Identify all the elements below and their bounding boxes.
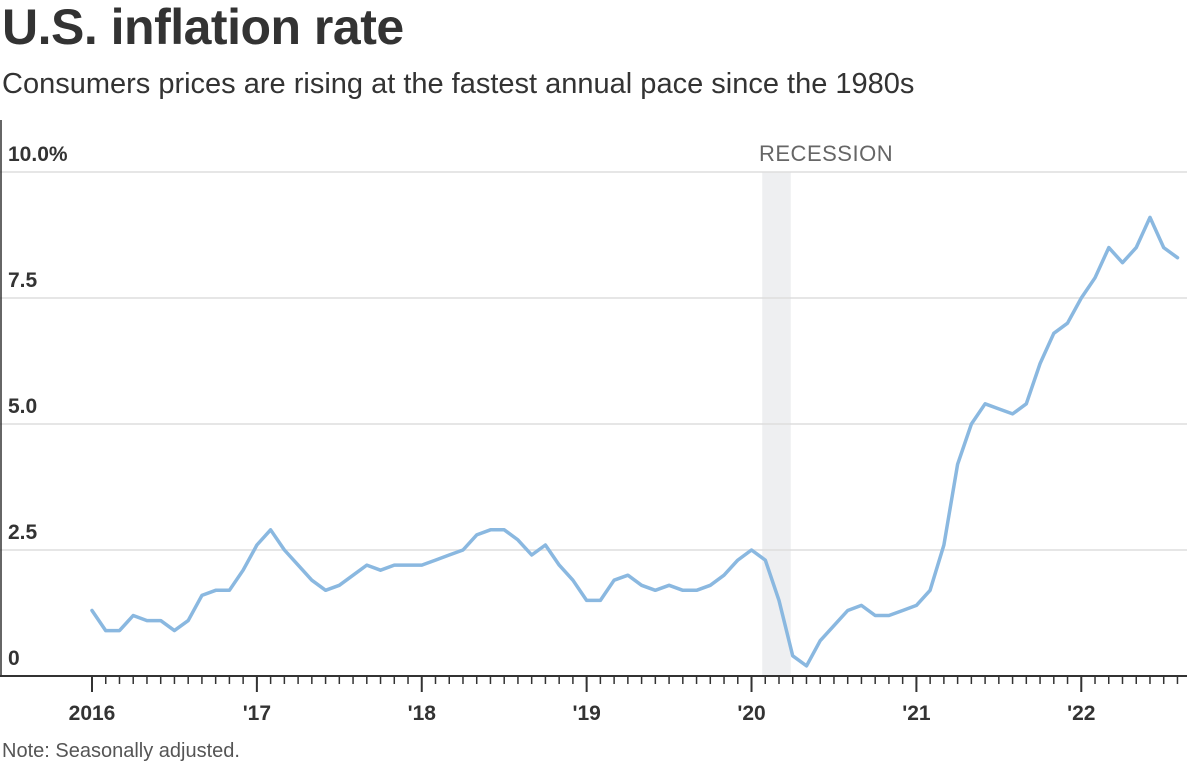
x-tick-label: '20 xyxy=(737,702,765,725)
footnote: Note: Seasonally adjusted. xyxy=(2,740,240,762)
y-tick-label: 10.0% xyxy=(8,143,68,166)
y-tick-label: 7.5 xyxy=(8,269,38,292)
recession-label: RECESSION xyxy=(759,141,893,166)
x-tick-label: '22 xyxy=(1067,702,1095,725)
x-tick-label: 2016 xyxy=(69,702,116,725)
y-tick-label: 0 xyxy=(8,647,20,670)
x-tick-label: '21 xyxy=(902,702,931,725)
x-tick-label: '17 xyxy=(243,702,271,725)
inflation-series-line xyxy=(90,215,1180,668)
x-tick-label: '19 xyxy=(572,702,600,725)
chart-subtitle: Consumers prices are rising at the faste… xyxy=(2,68,915,100)
y-tick-label: 2.5 xyxy=(8,521,38,544)
y-tick-label: 5.0 xyxy=(8,395,37,418)
x-tick-label: '18 xyxy=(408,702,437,725)
chart-title: U.S. inflation rate xyxy=(2,0,404,55)
inflation-line-chart: RECESSION 10.0% 7.5 5.0 2.5 0 2016 '17 '18 '19 '2… xyxy=(0,120,1187,725)
